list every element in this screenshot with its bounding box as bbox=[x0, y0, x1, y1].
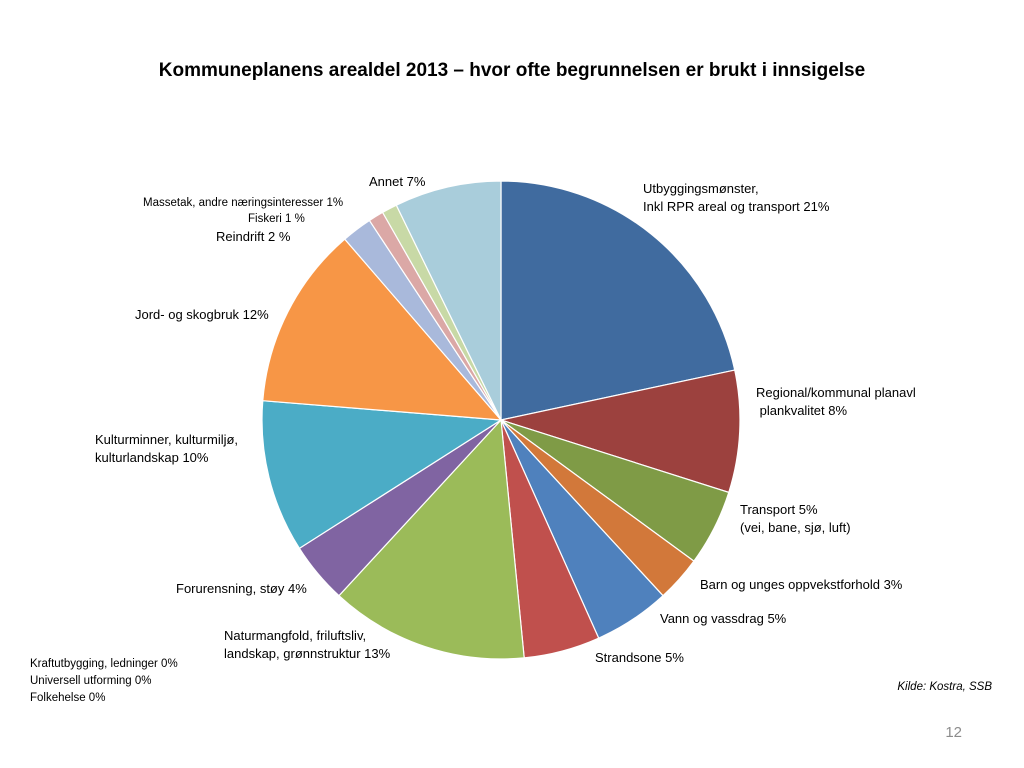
label-transport: Transport 5% (vei, bane, sjø, luft) bbox=[740, 502, 851, 535]
pie-slice-8 bbox=[261, 400, 503, 550]
label-strandsone: Strandsone 5% bbox=[595, 650, 684, 665]
page-number: 12 bbox=[945, 724, 962, 741]
label-reindrift: Reindrift 2 % bbox=[216, 229, 291, 244]
label-regional-planavklaring: Regional/kommunal planavl plankvalitet 8… bbox=[756, 385, 916, 418]
chart-title: Kommuneplanens arealdel 2013 – hvor ofte… bbox=[158, 60, 866, 81]
pie-slice-0 bbox=[500, 180, 736, 421]
label-jord-og-skogbruk: Jord- og skogbruk 12% bbox=[135, 307, 269, 322]
label-barn-og-unge: Barn og unges oppvekstforhold 3% bbox=[700, 577, 903, 592]
zero-value-categories: Kraftutbygging, ledninger 0% Universell … bbox=[30, 658, 178, 704]
label-annet: Annet 7% bbox=[369, 174, 426, 189]
label-fiskeri: Fiskeri 1 % bbox=[248, 213, 305, 225]
pie-slice-6 bbox=[338, 418, 525, 660]
label-vann-og-vassdrag: Vann og vassdrag 5% bbox=[660, 611, 787, 626]
label-massetak: Massetak, andre næringsinteresser 1% bbox=[143, 197, 344, 209]
pie-slice-1 bbox=[498, 369, 741, 494]
label-utbyggingsmonster: Utbyggingsmønster, Inkl RPR areal og tra… bbox=[643, 181, 830, 214]
label-kulturminner: Kulturminner, kulturmiljø, kulturlandska… bbox=[95, 432, 239, 465]
label-naturmangfold: Naturmangfold, friluftsliv, landskap, gr… bbox=[224, 628, 391, 661]
pie-slice-9 bbox=[262, 238, 503, 421]
pie-slice-13 bbox=[395, 180, 502, 421]
source-note: Kilde: Kostra, SSB bbox=[897, 681, 992, 693]
label-forurensning: Forurensning, støy 4% bbox=[176, 581, 307, 596]
